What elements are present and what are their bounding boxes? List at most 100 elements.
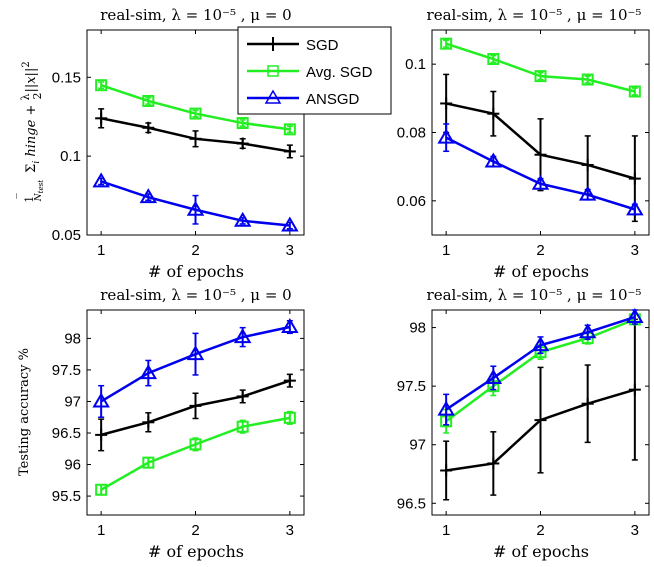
panel-bottom-left-series-ansgd-point [281,318,299,334]
legend-item-avg-sgd: Avg. SGD [247,64,373,81]
panel-bottom-right-title: real-sim, λ = 10⁻⁵ , μ = 10⁻⁵ [427,286,642,304]
panel-top-left-xtick-label: 3 [286,242,294,259]
panel-bottom-right-series-sgd-point [487,457,500,470]
panel-top-left-title: real-sim, λ = 10⁻⁵ , μ = 0 [100,6,291,24]
panel-top-left-series-sgd-point [236,137,249,150]
panel-bottom-right-xtick-label: 2 [536,522,544,539]
panel-bottom-right-ytick-label: 98 [409,320,426,337]
panel-bottom-right-ytick-label: 96.5 [397,495,426,512]
panel-bottom-right-series-sgd [440,318,641,501]
panel-bottom-left-series-avg-sgd-point [283,411,296,424]
panel-top-right-series-avg-sgd [440,37,641,98]
panel-top-left-xlabel: # of epochs [148,262,244,281]
panel-top-left-ytick-label: 0.05 [52,227,81,244]
panel-top-right-series-ansgd-point [531,174,550,190]
panel-top-left-series-sgd-point [142,121,155,134]
panel-bottom-left-ytick-label: 96 [64,457,81,474]
panel-bottom-left-series-avg-sgd-point [95,483,108,496]
panel-top-left-series-avg-sgd-point [142,94,155,107]
panel-bottom-left-series-sgd-point [236,390,249,403]
panel-bottom-left-series-sgd-point [189,399,202,412]
panel-bottom-left-series-sgd-point [142,416,155,429]
panel-bottom-right-ytick-label: 97 [409,437,426,454]
panel-bottom-left-series-sgd-point [95,428,108,441]
panel-top-right-ytick-label: 0.1 [405,56,426,73]
legend-label-avg-sgd: Avg. SGD [306,64,373,81]
panel-bottom-left-series-ansgd-point [92,392,110,408]
panel-top-left-series-avg-sgd-point [283,123,296,136]
panel-bottom-right-series-ansgd [437,308,644,426]
panel-bottom-right: real-sim, λ = 10⁻⁵ , μ = 10⁻⁵ 1 2 3 96.5 97 9… [397,286,650,561]
panel-bottom-left-ytick-label: 96.5 [52,425,81,442]
panel-bottom-left-ytick-label: 95.5 [52,488,81,505]
panel-bottom-right-series-sgd-point [534,414,547,427]
panel-bottom-left-series-ansgd-point [233,328,252,344]
panel-top-right-series-ansgd-point [484,152,503,168]
panel-bottom-left: real-sim, λ = 10⁻⁵ , μ = 0 1 2 3 95.5 96 96.5… [17,286,305,561]
panel-top-left-series-avg-sgd-point [189,107,202,120]
panel-top-right-series-avg-sgd-point [534,70,547,83]
panel-bottom-right-ytick-label: 97.5 [397,378,426,395]
panel-top-right-xlabel: # of epochs [493,262,589,281]
panel-top-right-series-sgd-point [440,97,453,110]
panel-top-left-ytick-label: 0.1 [60,148,81,165]
panel-bottom-left-ticks: 1 2 3 95.5 96 96.5 97 97.5 98 [52,310,304,539]
panel-bottom-left-ylabel: Testing accuracy % [17,348,32,476]
panel-bottom-right-series-ansgd-point [531,336,550,352]
panel-top-right-ticks: 1 2 3 0.06 0.08 0.1 [397,30,649,259]
panel-top-right-series-avg-sgd-point [581,73,594,86]
panel-top-left-series-sgd [95,108,296,159]
panel-bottom-left-ytick-label: 98 [64,330,81,347]
panel-bottom-left-xtick-label: 2 [191,522,199,539]
panel-top-right-series-ansgd [437,123,644,216]
panel-top-right-series-sgd [440,73,641,223]
panel-bottom-left-series-ansgd-point [186,345,205,361]
panel-top-left-series-ansgd-point [92,172,110,188]
legend-label-sgd: SGD [306,37,339,54]
panel-bottom-left-series-avg-sgd-point [189,438,202,451]
panel-bottom-left-series [92,318,299,496]
panel-top-right-ytick-label: 0.08 [397,125,426,142]
panel-top-left-series-sgd-point [189,132,202,145]
panel-bottom-left-xlabel: # of epochs [148,542,244,561]
panel-bottom-left-series-sgd [95,373,296,452]
panel-top-right-series-sgd-point [534,148,547,161]
panel-top-right: real-sim, λ = 10⁻⁵ , μ = 10⁻⁵ 1 2 3 0.06 0.0… [397,6,650,281]
panel-bottom-right-ticks: 1 2 3 96.5 97 97.5 98 [397,310,649,539]
panel-bottom-right-series-sgd-point [628,383,641,396]
panel-top-left-series-ansgd-point [233,211,252,227]
panel-bottom-right-series-sgd-point [581,397,594,410]
panel-top-right-series [437,37,644,223]
panel-top-right-title: real-sim, λ = 10⁻⁵ , μ = 10⁻⁵ [427,6,642,24]
panel-top-left-series-sgd-point [283,145,296,158]
panel-top-left-series-sgd-point [95,112,108,125]
panel-top-right-xtick-label: 1 [442,242,450,259]
panel-top-right-series-avg-sgd-point [628,85,641,98]
panel-top-left-series-avg-sgd [95,79,296,136]
svg-text:1‾Ntest Σi hinge + λ2||x||2: 1‾ Ntest Σi hinge + λ2||x||2 [15,61,45,202]
panel-bottom-right-series-ansgd-point [484,368,503,384]
panel-bottom-left-xtick-label: 3 [286,522,294,539]
panel-top-right-series-ansgd-point [578,185,597,201]
panel-bottom-left-series-avg-sgd-point [142,456,155,469]
panel-top-right-series-avg-sgd-point [440,37,453,50]
panel-bottom-right-series [437,308,644,501]
panel-bottom-right-xtick-label: 3 [631,522,639,539]
panel-bottom-left-series-ansgd-point [139,364,158,380]
panel-top-right-xtick-label: 3 [631,242,639,259]
panel-top-left-series-avg-sgd-point [95,79,108,92]
legend: SGD Avg. SGD ANSGD [237,26,392,115]
panel-top-left-ytick-label: 0.15 [52,69,81,86]
panel-bottom-left-ytick-label: 97.5 [52,362,81,379]
panel-bottom-left-series-ansgd [92,318,299,418]
panel-bottom-right-xlabel: # of epochs [493,542,589,561]
panel-bottom-left-ytick-label: 97 [64,393,81,410]
panel-top-left-xtick-label: 1 [97,242,105,259]
panel-bottom-right-series-ansgd-point [437,400,455,416]
panel-top-right-series-ansgd-point [437,128,455,144]
panel-bottom-left-series-avg-sgd [95,410,296,496]
panel-top-left-series [92,79,299,232]
panel-bottom-left-series-avg-sgd-point [236,420,249,433]
panel-bottom-right-series-ansgd-point [626,308,644,324]
